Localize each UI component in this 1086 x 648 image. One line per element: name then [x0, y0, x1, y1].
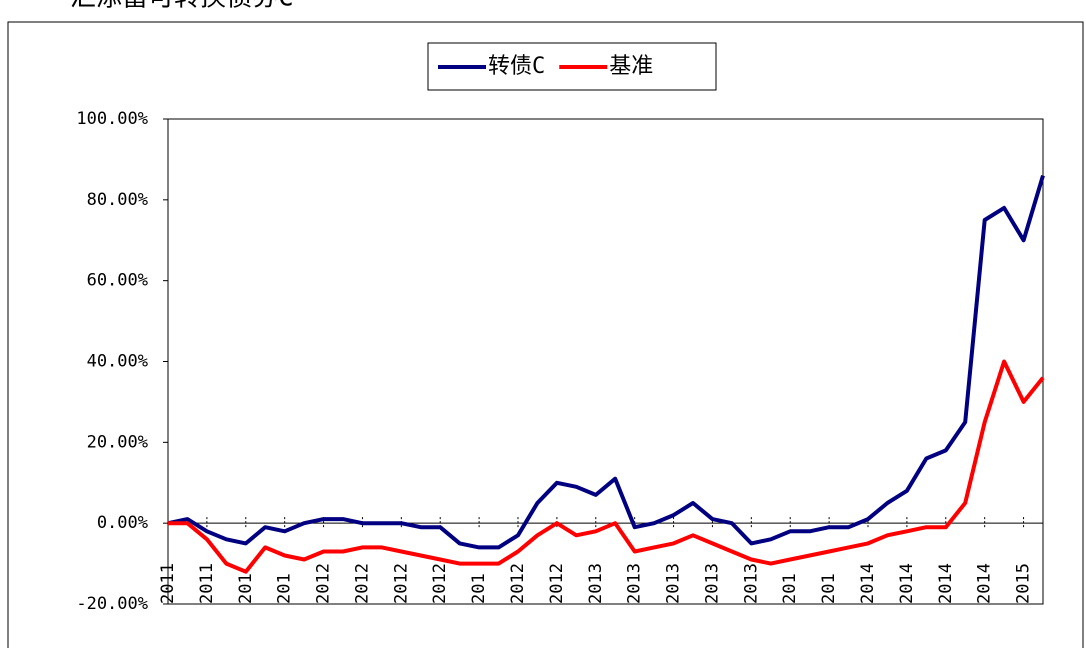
- x-tick-label: 201: [469, 573, 489, 604]
- series-line: [167, 175, 1045, 550]
- x-tick-label: 2013: [625, 563, 645, 604]
- chart-title: 汇添富可转换债券C: [70, 0, 294, 13]
- x-tick-label: 2012: [547, 563, 567, 604]
- y-tick-label: 60.00%: [87, 271, 148, 291]
- y-tick-label: 100.00%: [76, 109, 148, 129]
- x-tick-label: 2015: [1014, 563, 1034, 604]
- x-tick-label: 2013: [586, 563, 606, 604]
- x-tick-label: 201: [780, 573, 800, 604]
- legend-label: 基准: [609, 54, 653, 79]
- legend-label: 转债C: [488, 54, 545, 79]
- x-tick-label: 2012: [508, 563, 528, 604]
- x-tick-label: 2012: [391, 563, 411, 604]
- y-tick-label: 0.00%: [97, 513, 148, 533]
- x-tick-label: 2011: [197, 563, 217, 604]
- x-tick-label: 201: [236, 573, 256, 604]
- x-tick-label: 2011: [158, 563, 178, 604]
- x-tick-label: 2012: [352, 563, 372, 604]
- x-tick-label: 2014: [936, 563, 956, 604]
- x-tick-label: 2013: [702, 563, 722, 604]
- y-tick-label: 20.00%: [87, 432, 148, 452]
- x-tick-label: 2014: [975, 563, 995, 604]
- x-tick-label: 2012: [430, 563, 450, 604]
- y-tick-label: 80.00%: [87, 190, 148, 210]
- x-tick-label: 2013: [664, 563, 684, 604]
- chart-frame: [7, 21, 1084, 648]
- x-tick-label: 2013: [741, 563, 761, 604]
- x-tick-label: 2014: [897, 563, 917, 604]
- y-tick-label: 40.00%: [87, 352, 148, 372]
- x-tick-label: 2012: [314, 563, 334, 604]
- x-tick-label: 2014: [858, 563, 878, 604]
- series-line: [168, 359, 1045, 574]
- y-tick-label: -20.00%: [76, 594, 148, 614]
- x-tick-label: 201: [275, 573, 295, 604]
- x-tick-label: 201: [819, 573, 839, 604]
